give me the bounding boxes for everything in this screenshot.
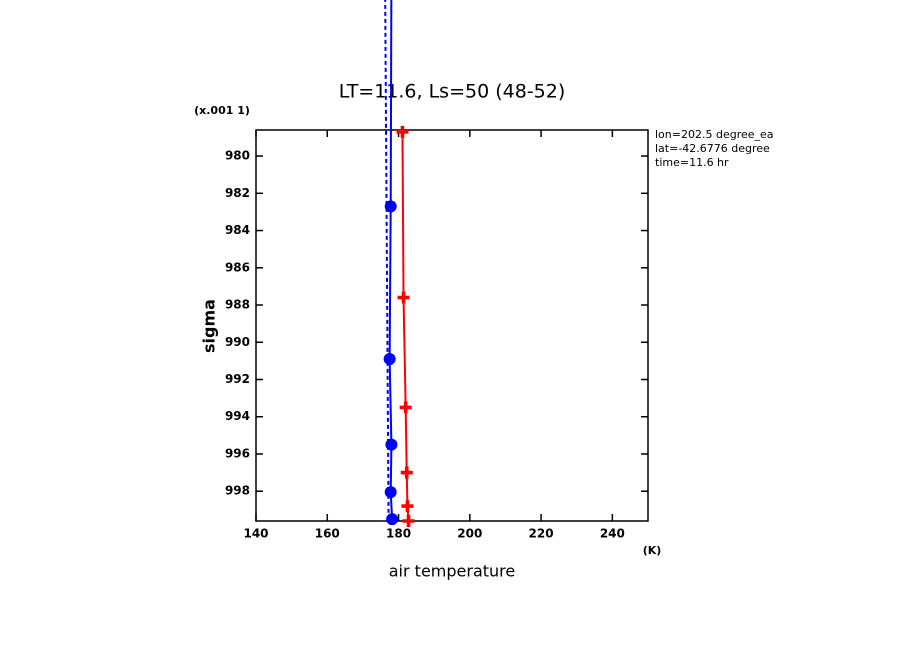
x-tick-label: 200 xyxy=(457,527,482,541)
y-tick-label: 992 xyxy=(225,372,250,386)
point xyxy=(401,500,414,513)
y-scale-label: (x.001 1) xyxy=(194,104,250,117)
y-tick-label: 982 xyxy=(225,186,250,200)
annotations: lon=202.5 degree_ea lat=-42.6776 degree … xyxy=(655,128,774,169)
y-tick-label: 996 xyxy=(225,446,250,460)
x-tick-label: 240 xyxy=(600,527,625,541)
point xyxy=(402,515,415,527)
annotation: lat=-42.6776 degree xyxy=(655,142,770,155)
annotation: lon=202.5 degree_ea xyxy=(655,128,774,141)
point xyxy=(384,200,397,213)
x-tick-label: 220 xyxy=(529,527,554,541)
x-tick-label: 180 xyxy=(386,527,411,541)
series-line xyxy=(384,0,390,522)
annotation: time=11.6 hr xyxy=(655,156,729,169)
x-tick-label: 160 xyxy=(315,527,340,541)
y-tick-label: 980 xyxy=(225,149,250,163)
chart-title: LT=11.6, Ls=50 (48-52) xyxy=(339,81,566,103)
y-tick-label: 990 xyxy=(225,335,250,349)
x-unit: (K) xyxy=(643,544,662,557)
y-tick-label: 998 xyxy=(225,484,250,498)
plot-frame xyxy=(255,129,649,522)
x-axis-label: air temperature xyxy=(389,562,515,581)
y-tick-label: 984 xyxy=(225,223,250,237)
point xyxy=(383,353,396,366)
point xyxy=(396,125,409,138)
series-line xyxy=(401,131,410,522)
y-axis-label: sigma xyxy=(200,299,219,353)
point xyxy=(400,466,413,479)
y-tick-label: 994 xyxy=(225,409,250,423)
point xyxy=(397,291,410,304)
x-tick-label: 140 xyxy=(243,527,268,541)
y-tick-label: 986 xyxy=(225,260,250,274)
y-tick-label: 988 xyxy=(225,298,250,312)
point xyxy=(399,401,412,414)
point xyxy=(384,486,397,499)
